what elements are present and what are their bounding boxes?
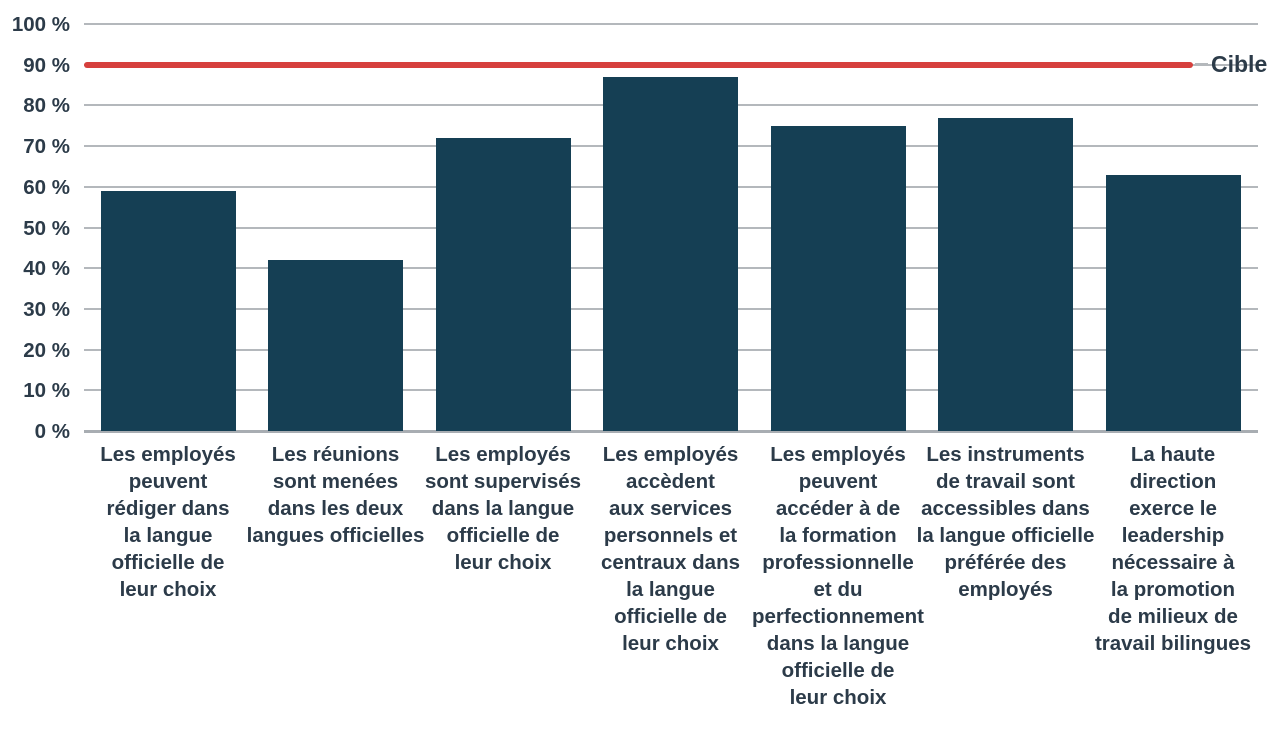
- y-tick-label: 90 %: [23, 53, 70, 77]
- target-line-connector: [1195, 63, 1208, 67]
- gridline: [84, 429, 1258, 433]
- x-category-label: Les instruments de travail sont accessib…: [916, 443, 1095, 601]
- y-tick-label: 40 %: [23, 257, 70, 281]
- target-line: [84, 61, 1193, 68]
- x-category-label: Les employés sont supervisés dans la lan…: [424, 443, 582, 574]
- bar: [1105, 174, 1241, 431]
- y-tick-label: 50 %: [23, 216, 70, 240]
- x-category-label: Les employés accèdent aux services perso…: [601, 443, 740, 655]
- y-tick-label: 80 %: [23, 94, 70, 118]
- y-tick-label: 0 %: [34, 420, 70, 443]
- y-tick-label: 10 %: [23, 379, 70, 403]
- bar: [603, 76, 738, 431]
- y-tick-label: 30 %: [23, 297, 70, 321]
- x-category-label: Les employés peuvent rédiger dans la lan…: [100, 443, 236, 601]
- bar: [100, 190, 236, 431]
- bar: [938, 117, 1073, 431]
- x-category-label: Les réunions sont menées dans les deux l…: [246, 443, 425, 547]
- x-category-label: Les employés peuvent accéder à de la for…: [752, 443, 924, 709]
- bar: [770, 125, 906, 431]
- bar: [435, 137, 571, 431]
- y-tick-label: 20 %: [23, 338, 70, 362]
- gridline: [84, 23, 1258, 25]
- y-tick-label: 70 %: [23, 135, 70, 159]
- y-tick-label: 100 %: [11, 13, 70, 36]
- bar: [268, 260, 403, 431]
- x-category-label: La haute direction exerce le leadership …: [1094, 443, 1252, 655]
- target-label: Cible: [1211, 50, 1268, 77]
- y-tick-label: 60 %: [23, 175, 70, 199]
